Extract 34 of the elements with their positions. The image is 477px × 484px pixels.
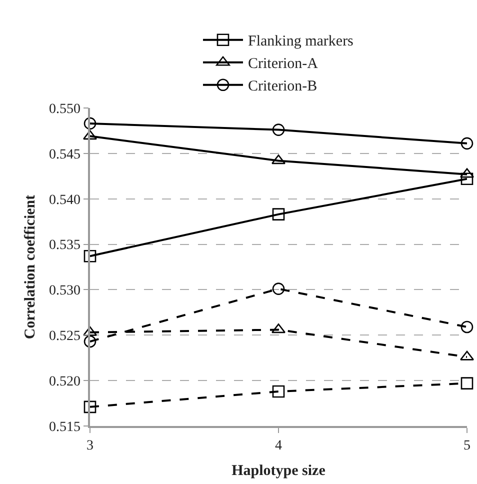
y-axis-title: Correlation coefficient — [22, 194, 39, 340]
point — [272, 282, 285, 295]
point — [84, 250, 96, 262]
point — [460, 350, 474, 360]
point — [83, 130, 97, 140]
point — [84, 117, 96, 130]
point — [460, 172, 474, 186]
point — [460, 168, 474, 178]
point — [272, 124, 285, 136]
point — [272, 385, 285, 398]
point — [460, 320, 474, 334]
legend-label: Criterion-A — [248, 56, 318, 72]
y-tick-label: 0.520 — [48, 374, 80, 390]
y-tick-label: 0.540 — [48, 192, 80, 208]
y-tick-label: 0.550 — [48, 102, 80, 117]
y-tick-label: 0.515 — [48, 420, 80, 435]
legend-label: Criterion-B — [248, 78, 318, 95]
y-tick-label: 0.545 — [48, 147, 80, 162]
x-tick-label: 4 — [275, 438, 282, 454]
y-tick-label: 0.535 — [48, 238, 80, 254]
point — [84, 335, 96, 348]
legend-label: Flanking markers — [248, 34, 354, 50]
y-tick-label: 0.525 — [48, 329, 80, 344]
x-tick-label: 3 — [86, 438, 94, 454]
x-tick-label: 5 — [464, 438, 470, 454]
point — [460, 137, 474, 150]
point — [272, 324, 286, 334]
point — [84, 400, 96, 414]
point — [83, 326, 97, 336]
point — [460, 377, 474, 390]
point — [272, 154, 286, 164]
point — [272, 208, 285, 220]
y-tick-label: 0.530 — [48, 284, 80, 299]
x-axis-title: Haplotype size — [232, 463, 326, 480]
